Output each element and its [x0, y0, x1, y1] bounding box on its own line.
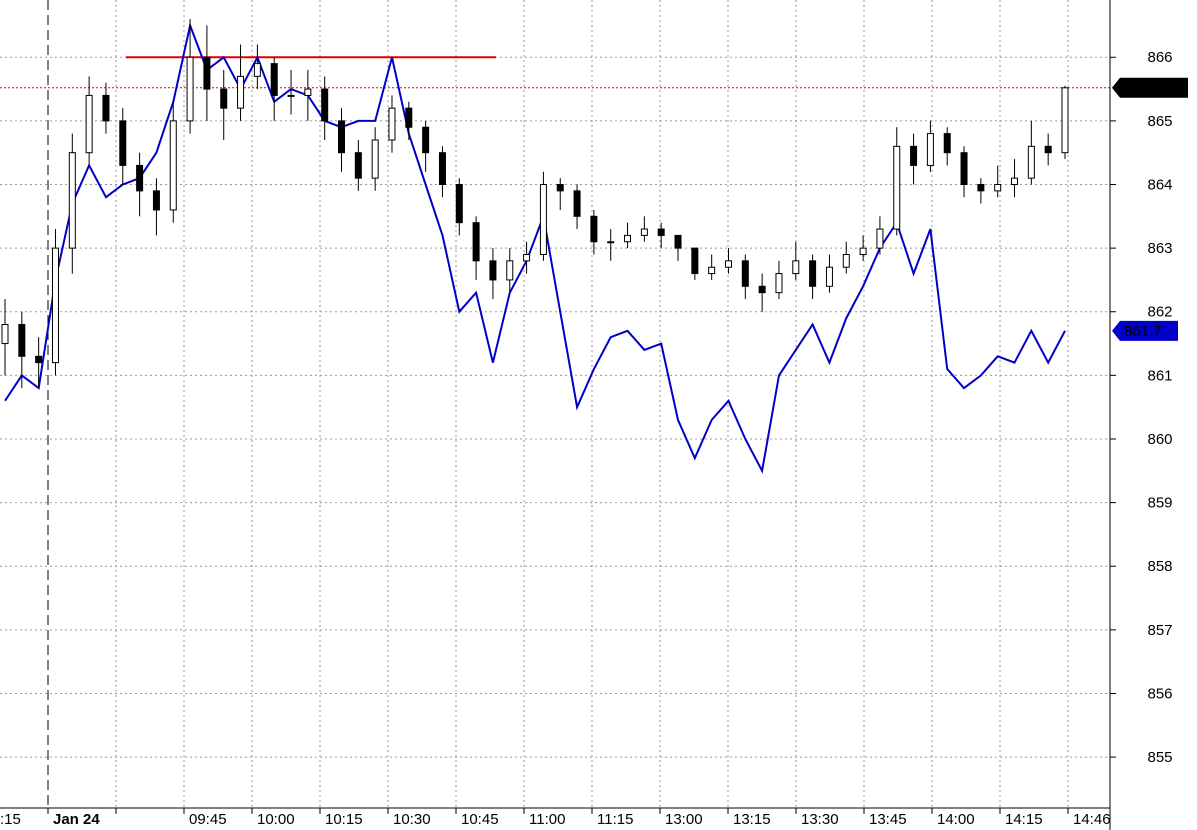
- candle-body: [287, 94, 295, 97]
- x-tick-label: :15: [0, 811, 21, 828]
- y-tick-label: 860: [1147, 431, 1172, 448]
- candle-body: [825, 266, 833, 287]
- candle-body: [758, 285, 766, 294]
- candle-body: [354, 152, 362, 179]
- candle-body: [371, 139, 379, 179]
- candle-body: [893, 145, 901, 230]
- candle-body: [691, 247, 699, 275]
- candle-body: [152, 190, 160, 211]
- candle-body: [85, 94, 93, 154]
- candle-body: [960, 152, 968, 186]
- x-tick-label: 10:15: [325, 811, 363, 828]
- candle-body: [640, 228, 648, 236]
- candle-body: [910, 145, 918, 166]
- candle-body: [876, 228, 884, 249]
- candle-body: [169, 120, 177, 211]
- candle-body: [68, 152, 76, 249]
- x-tick-label: 13:00: [665, 811, 703, 828]
- candle-body: [405, 107, 413, 128]
- candle-body: [624, 234, 632, 243]
- candle-body: [472, 222, 480, 262]
- price-tag-label: 865.52: [1124, 80, 1170, 97]
- candle-body: [859, 247, 867, 255]
- y-tick-label: 859: [1147, 495, 1172, 512]
- candle-body: [237, 75, 245, 109]
- price-tag-label: 861.7: [1124, 323, 1162, 340]
- x-tick-label: 14:00: [937, 811, 975, 828]
- candle-body: [388, 107, 396, 141]
- candle-body: [253, 63, 261, 77]
- candle-body: [842, 253, 850, 268]
- y-tick-label: 863: [1147, 240, 1172, 257]
- candle-body: [304, 88, 312, 96]
- candle-body: [438, 152, 446, 186]
- candle-body: [18, 323, 26, 357]
- candle-body: [994, 184, 1002, 192]
- candle-body: [1, 323, 9, 345]
- x-tick-label: 13:15: [733, 811, 771, 828]
- candle-body: [775, 273, 783, 294]
- y-tick-label: 855: [1147, 749, 1172, 766]
- candle-body: [943, 133, 951, 154]
- candle-body: [539, 184, 547, 255]
- candle-body: [607, 241, 615, 244]
- x-tick-label: 14:15: [1005, 811, 1043, 828]
- price-tag: [1112, 320, 1178, 341]
- candle-body: [674, 234, 682, 249]
- candle-body: [1044, 145, 1052, 154]
- candle-body: [590, 215, 598, 243]
- candle-body: [119, 120, 127, 166]
- candle-body: [321, 88, 329, 122]
- y-tick-label: 862: [1147, 304, 1172, 321]
- candle-body: [724, 260, 732, 268]
- candle-body: [926, 133, 934, 166]
- x-tick-label: 09:45: [189, 811, 227, 828]
- candle-body: [573, 190, 581, 217]
- x-tick-label: 13:30: [801, 811, 839, 828]
- y-tick-label: 858: [1147, 558, 1172, 575]
- candle-body: [1027, 145, 1035, 179]
- y-tick-label: 864: [1147, 176, 1172, 193]
- candle-body: [489, 260, 497, 281]
- candle-body: [338, 120, 346, 154]
- candle-body: [1061, 87, 1069, 154]
- candle-body: [556, 184, 564, 192]
- x-tick-label: 11:15: [597, 811, 633, 828]
- y-tick-label: 865: [1147, 113, 1172, 130]
- x-tick-label: 13:45: [869, 811, 907, 828]
- candle-body: [977, 184, 985, 192]
- candle-body: [102, 94, 110, 122]
- candle-body: [136, 164, 144, 192]
- candle-body: [506, 260, 514, 281]
- candle-body: [792, 260, 800, 275]
- candle-body: [523, 253, 531, 262]
- candle-body: [186, 56, 194, 122]
- candle-body: [220, 88, 228, 109]
- candle-body: [35, 355, 43, 364]
- x-tick-label: 10:45: [461, 811, 499, 828]
- candle-body: [455, 184, 463, 224]
- candle-body: [51, 247, 59, 364]
- candle-body: [203, 56, 211, 90]
- candle-body: [422, 126, 430, 154]
- y-tick-label: 856: [1147, 685, 1172, 702]
- y-tick-label: 857: [1147, 622, 1172, 639]
- x-tick-label: 11:00: [529, 811, 565, 828]
- candle-body: [741, 260, 749, 287]
- candle-body: [1011, 177, 1019, 186]
- x-tick-label: Jan 24: [53, 811, 100, 828]
- x-tick-label: 10:30: [393, 811, 431, 828]
- y-tick-label: 866: [1147, 49, 1172, 66]
- price-tag: [1112, 77, 1188, 98]
- line-series: [4, 21, 1066, 474]
- candle-body: [270, 63, 278, 96]
- candle-body: [809, 260, 817, 287]
- x-tick-label: 10:00: [257, 811, 295, 828]
- x-tick-label: 14:46: [1073, 811, 1111, 828]
- candle-body: [657, 228, 665, 236]
- candle-body: [708, 266, 716, 275]
- y-tick-label: 861: [1147, 367, 1172, 384]
